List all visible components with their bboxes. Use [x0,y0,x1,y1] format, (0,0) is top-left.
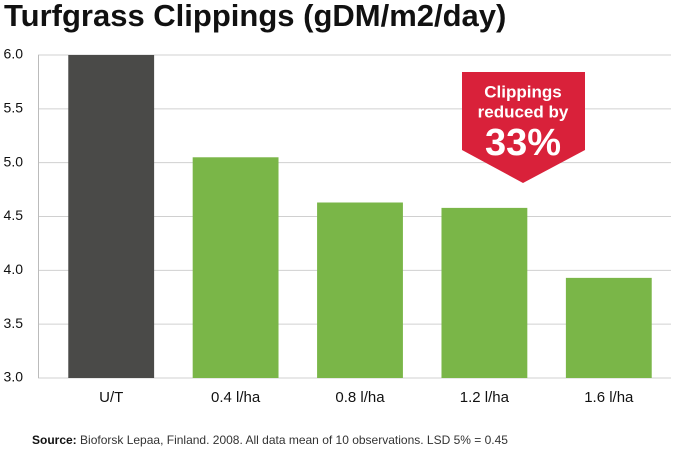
source-text: Bioforsk Lepaa, Finland. 2008. All data … [80,433,508,447]
x-tick-label: 1.6 l/ha [584,389,634,406]
x-tick-label: 1.2 l/ha [460,389,510,406]
bar [441,207,528,378]
callout: Clippings reduced by 33% [462,72,585,183]
y-tick-label: 5.5 [4,100,24,116]
y-tick-label: 6.0 [4,46,24,62]
y-tick-label: 3.0 [4,369,24,385]
bar [68,55,155,378]
source-label: Source: [32,433,77,447]
callout-text: reduced by [478,102,569,121]
source-note: Source: Bioforsk Lepaa, Finland. 2008. A… [32,433,508,447]
chart-title: Turfgrass Clippings (gDM/m2/day) [4,0,506,33]
x-tick-label: 0.8 l/ha [335,389,385,406]
bar [192,157,279,378]
bar [317,202,403,378]
y-tick-label: 4.0 [4,261,24,277]
plot-area: 3.0 3.5 4.0 4.5 5.0 5.5 6.0 U/T 0.4 l/ha 0.8 l/ha… [4,46,671,406]
callout-text: Clippings [484,82,561,101]
y-tick-label: 3.5 [4,315,24,331]
y-tick-label: 5.0 [4,153,24,169]
callout-badge [462,72,585,183]
callout-value: 33% [485,122,561,164]
x-tick-label: U/T [99,389,123,406]
y-tick-label: 4.5 [4,207,24,223]
x-tick-label: 0.4 l/ha [211,389,261,406]
bar [565,277,652,378]
